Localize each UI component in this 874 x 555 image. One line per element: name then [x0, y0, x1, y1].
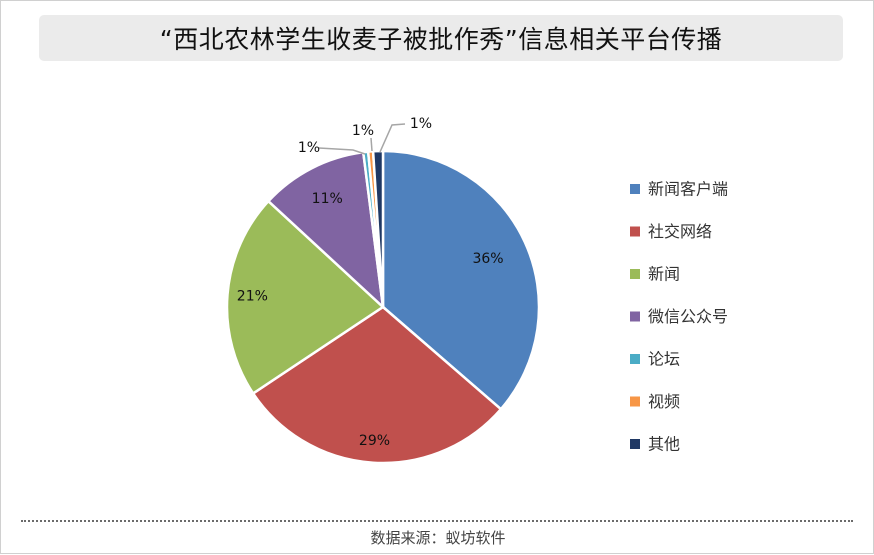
- data-label-4: 11%: [312, 191, 343, 207]
- data-label-2: 29%: [359, 433, 390, 449]
- pie-slice-3: [225, 199, 386, 396]
- pie-slice-2: [251, 305, 503, 465]
- chart-title: “西北农林学生收麦子被批作秀”信息相关平台传播: [159, 25, 723, 54]
- legend-label-1: 新闻客户端: [648, 180, 728, 199]
- source-note: 数据来源：蚁坊软件: [370, 529, 506, 547]
- legend-label-2: 社交网络: [648, 222, 712, 241]
- title-bar: “西北农林学生收麦子被批作秀”信息相关平台传播: [39, 15, 843, 61]
- data-label-6: 1%: [352, 123, 374, 139]
- legend-swatch-4: [630, 311, 640, 322]
- legend-swatch-1: [630, 184, 640, 194]
- legend-swatch-6: [630, 396, 640, 407]
- legend-swatch-5: [630, 354, 640, 364]
- legend-label-6: 视频: [648, 392, 680, 411]
- legend-label-4: 微信公众号: [648, 307, 728, 326]
- legend-swatch-2: [630, 226, 640, 237]
- pie-slice-1: [381, 149, 541, 411]
- data-label-5: 1%: [298, 140, 320, 156]
- data-label-3: 21%: [237, 289, 268, 305]
- pie-slice-4: [266, 150, 385, 311]
- data-label-7: 1%: [410, 116, 432, 132]
- legend-swatch-7: [630, 439, 640, 449]
- leader-line-7: [379, 123, 406, 153]
- pie-slice-7: [371, 149, 385, 308]
- leader-line-6: [370, 137, 373, 152]
- data-label-1: 36%: [472, 251, 503, 267]
- legend-label-3: 新闻: [648, 265, 680, 284]
- source-divider: [21, 520, 853, 522]
- legend-label-7: 其他: [648, 435, 680, 454]
- legend-label-5: 论坛: [648, 350, 680, 369]
- leader-line-5: [318, 147, 366, 155]
- legend-swatch-3: [630, 269, 640, 279]
